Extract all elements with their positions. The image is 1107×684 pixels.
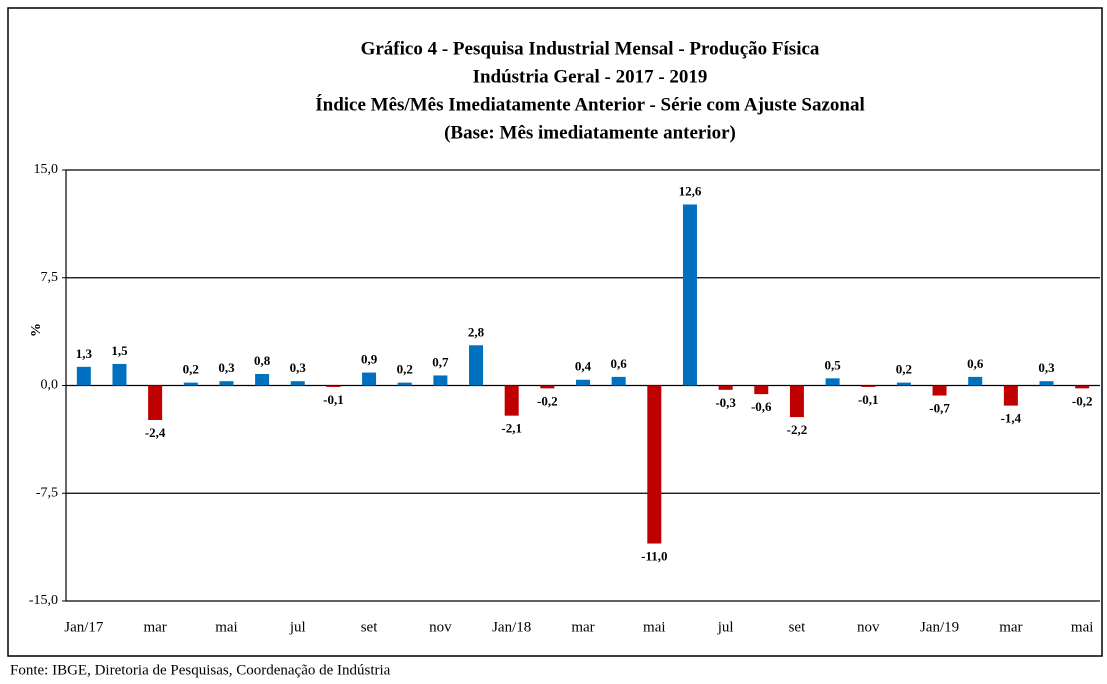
data-label: 0,8	[254, 353, 271, 368]
x-tick-label: mai	[1071, 619, 1094, 635]
bar	[76, 366, 91, 386]
bar	[647, 385, 662, 544]
x-tick-label: nov	[857, 619, 880, 635]
x-tick-label: nov	[429, 619, 452, 635]
data-label: -2,1	[501, 421, 522, 436]
data-label: 0,6	[611, 356, 628, 371]
bar	[540, 385, 555, 389]
bar	[148, 385, 163, 420]
bar	[968, 376, 983, 386]
bar	[825, 378, 840, 386]
bar	[219, 381, 234, 386]
bar	[1075, 385, 1090, 389]
bar	[433, 375, 448, 386]
data-label: 0,2	[183, 362, 199, 377]
bar	[789, 385, 804, 418]
data-label: 1,5	[111, 343, 128, 358]
data-label: -0,7	[929, 401, 950, 416]
x-tick-label: jul	[289, 619, 306, 635]
bar	[896, 382, 911, 386]
y-tick-label: -15,0	[29, 593, 58, 608]
data-label: 0,2	[397, 362, 413, 377]
bar	[718, 385, 733, 390]
chart-title: (Base: Mês imediatamente anterior)	[444, 122, 736, 143]
data-label: 0,2	[896, 362, 912, 377]
chart-title: Gráfico 4 - Pesquisa Industrial Mensal -…	[361, 38, 820, 59]
chart-title: Índice Mês/Mês Imediatamente Anterior - …	[315, 93, 865, 115]
x-tick-label: set	[361, 619, 378, 635]
y-tick-label: 7,5	[41, 270, 59, 285]
x-tick-label: Jan/19	[920, 619, 959, 635]
y-tick-label: -7,5	[36, 485, 58, 500]
data-label: 0,3	[1038, 360, 1055, 375]
data-label: -2,4	[145, 425, 166, 440]
data-label: -0,2	[537, 393, 558, 408]
y-tick-label: 15,0	[34, 162, 59, 177]
data-label: 0,6	[967, 356, 984, 371]
data-label: 12,6	[679, 183, 702, 198]
bar	[290, 381, 305, 386]
bar	[326, 385, 341, 387]
x-tick-label: mar	[571, 619, 594, 635]
data-label: -11,0	[641, 549, 667, 564]
data-label: 0,7	[432, 354, 449, 369]
data-label: 0,3	[290, 360, 307, 375]
data-label: 0,5	[824, 357, 841, 372]
data-label: -0,2	[1072, 393, 1093, 408]
data-label: -0,1	[858, 392, 879, 407]
chart-title: Indústria Geral - 2017 - 2019	[473, 66, 708, 87]
bar	[362, 372, 377, 386]
frame	[7, 7, 1103, 657]
data-label: -0,6	[751, 399, 772, 414]
bar	[255, 374, 270, 386]
data-label: -2,2	[787, 422, 808, 437]
data-label: 0,4	[575, 359, 592, 374]
bar	[112, 363, 127, 386]
x-tick-label: mar	[999, 619, 1022, 635]
data-label: 2,8	[468, 324, 485, 339]
x-tick-label: jul	[717, 619, 734, 635]
bar	[183, 382, 198, 386]
data-label: -1,4	[1001, 411, 1022, 426]
bar	[861, 385, 876, 387]
x-tick-label: mar	[143, 619, 166, 635]
data-label: 1,3	[76, 346, 93, 361]
x-tick-label: mai	[643, 619, 666, 635]
bar	[932, 385, 947, 396]
bar	[754, 385, 769, 395]
x-tick-label: Jan/17	[64, 619, 104, 635]
bar	[1003, 385, 1018, 406]
bar	[469, 345, 484, 386]
x-tick-label: mai	[215, 619, 238, 635]
data-label: -0,1	[323, 392, 344, 407]
source: Fonte: IBGE, Diretoria de Pesquisas, Coo…	[10, 662, 391, 678]
y-tick-label: 0,0	[41, 378, 59, 393]
y-axis-label: %	[29, 323, 44, 337]
bar	[611, 376, 626, 386]
data-label: 0,3	[218, 360, 235, 375]
bar	[397, 382, 412, 386]
bar	[1039, 381, 1054, 386]
bar	[576, 379, 590, 386]
x-tick-label: Jan/18	[492, 619, 531, 635]
bar	[682, 204, 697, 386]
x-tick-label: set	[789, 619, 806, 635]
data-label: -0,3	[715, 395, 736, 410]
data-label: 0,9	[361, 352, 378, 367]
bar	[504, 385, 519, 416]
